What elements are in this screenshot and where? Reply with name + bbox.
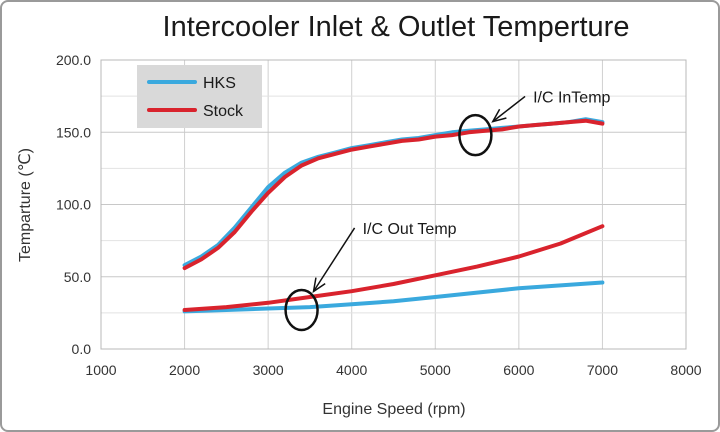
x-axis-label: Engine Speed (rpm) bbox=[322, 401, 465, 418]
y-tick-label: 100.0 bbox=[56, 197, 91, 213]
y-tick-label: 50.0 bbox=[64, 269, 91, 285]
annotation-arrowhead bbox=[491, 108, 507, 123]
x-tick-label: 7000 bbox=[587, 362, 618, 378]
annotation-arrowhead bbox=[312, 277, 326, 294]
legend-label-hks: HKS bbox=[203, 75, 236, 92]
chart-title: Intercooler Inlet & Outlet Temperture bbox=[163, 11, 630, 43]
x-tick-label: 8000 bbox=[670, 362, 701, 378]
legend-box bbox=[137, 65, 262, 128]
y-tick-label: 150.0 bbox=[56, 124, 91, 140]
x-tick-label: 1000 bbox=[85, 362, 116, 378]
y-axis-label: Temparture (℃) bbox=[17, 148, 34, 262]
legend-label-stock: Stock bbox=[203, 103, 244, 120]
annotation-arrow-line bbox=[492, 95, 526, 123]
series-line-stock-i-c-out bbox=[182, 224, 605, 312]
x-tick-label: 4000 bbox=[336, 362, 367, 378]
series-line-hks-i-c-out bbox=[182, 280, 605, 314]
annotation-label: I/C Out Temp bbox=[363, 221, 457, 238]
y-tick-label: 0.0 bbox=[72, 341, 92, 357]
annotation-label: I/C InTemp bbox=[533, 89, 610, 106]
annotation-ellipse bbox=[458, 113, 493, 157]
y-tick-label: 200.0 bbox=[56, 52, 91, 68]
x-tick-label: 3000 bbox=[253, 362, 284, 378]
plot-border bbox=[100, 59, 687, 350]
annotation-arrow-line bbox=[312, 227, 356, 292]
annotation-ellipse bbox=[284, 288, 319, 332]
series-line-stock-i-c-in bbox=[182, 118, 605, 271]
x-tick-label: 6000 bbox=[503, 362, 534, 378]
legend: HKS Stock bbox=[137, 65, 262, 128]
x-tick-label: 2000 bbox=[169, 362, 200, 378]
x-tick-label: 5000 bbox=[420, 362, 451, 378]
